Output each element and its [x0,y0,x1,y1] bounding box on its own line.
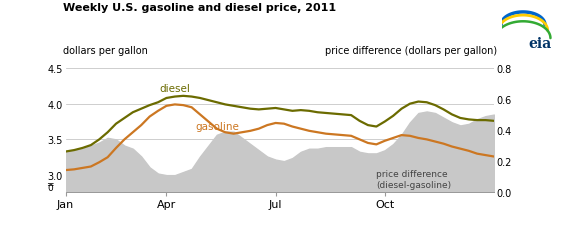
Text: 0: 0 [47,184,53,193]
Text: =: = [46,179,53,188]
Text: eia: eia [529,36,552,50]
Text: price difference
(diesel-gasoline): price difference (diesel-gasoline) [376,169,452,190]
Text: diesel: diesel [159,83,190,93]
Text: gasoline: gasoline [196,121,240,131]
Text: price difference (dollars per gallon): price difference (dollars per gallon) [325,46,497,56]
Text: dollars per gallon: dollars per gallon [63,46,148,56]
Text: Weekly U.S. gasoline and diesel price, 2011: Weekly U.S. gasoline and diesel price, 2… [63,3,336,13]
